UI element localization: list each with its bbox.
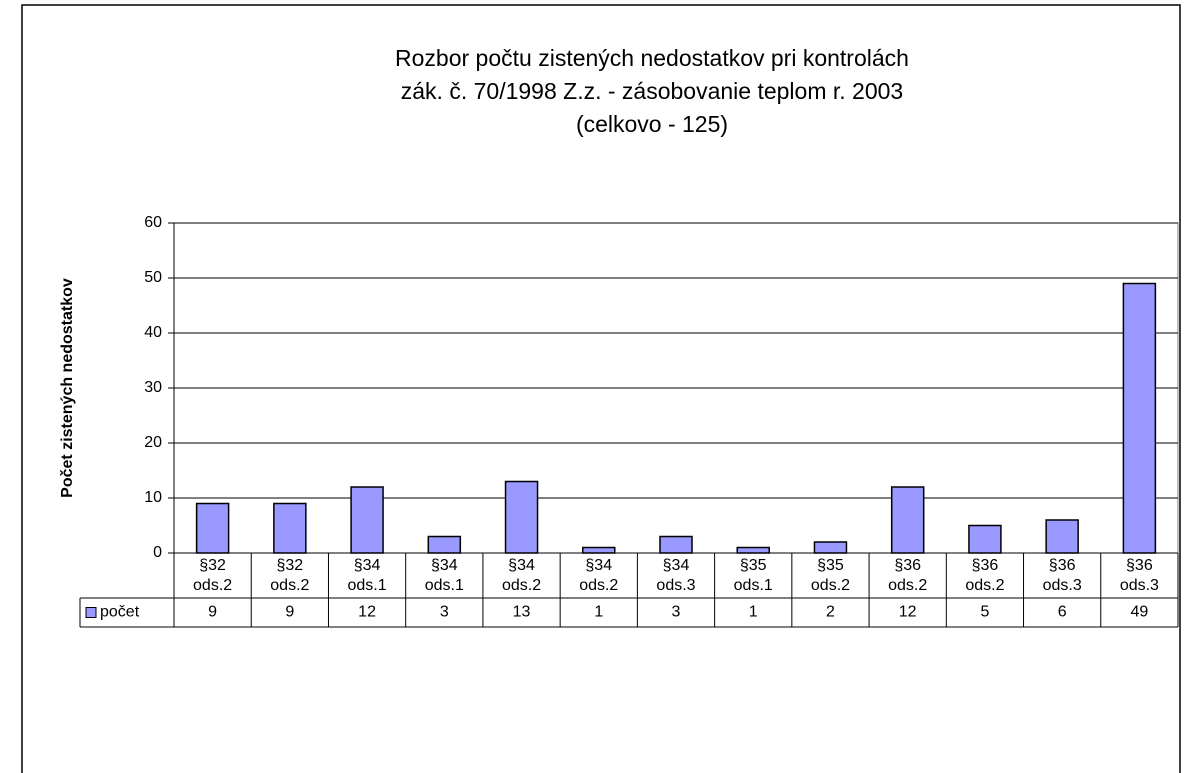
table-value: 3 [440, 604, 449, 621]
bar [582, 546, 616, 554]
bar [659, 535, 693, 554]
table-value: 2 [826, 604, 835, 621]
table-value: 12 [899, 604, 917, 621]
x-tick-label: §32 ods.2 [270, 557, 309, 594]
x-tick-label: §32 ods.2 [193, 557, 232, 594]
table-value: 12 [358, 604, 376, 621]
x-tick-label: §36 ods.3 [1120, 557, 1159, 594]
bar [350, 486, 384, 554]
bar [813, 541, 848, 554]
x-tick-label: §34 ods.2 [502, 557, 541, 594]
chart-title: zák. č. 70/1998 Z.z. - zásobovanie teplo… [401, 78, 903, 104]
table-value: 5 [980, 604, 989, 621]
y-tick-label: 20 [144, 434, 162, 451]
table-value: 13 [513, 604, 531, 621]
table-value: 1 [749, 604, 758, 621]
bar [1045, 519, 1079, 554]
bar [968, 524, 1002, 554]
x-tick-label: §34 ods.3 [656, 557, 695, 594]
x-tick-label: §34 ods.1 [425, 557, 464, 594]
legend-swatch [85, 607, 97, 618]
y-tick-label: 50 [144, 269, 162, 286]
y-tick-label: 60 [144, 214, 162, 231]
x-tick-label: §36 ods.2 [888, 557, 927, 594]
x-tick-label: §35 ods.1 [734, 557, 773, 594]
table-value: 9 [208, 604, 217, 621]
bar [427, 535, 462, 554]
chart-title: Rozbor počtu zistených nedostatkov pri k… [395, 45, 909, 71]
table-value: 6 [1058, 604, 1067, 621]
x-tick-label: §34 ods.2 [579, 557, 618, 594]
bar [504, 480, 539, 554]
table-value: 9 [285, 604, 294, 621]
table-value: 1 [594, 604, 603, 621]
x-tick-label: §36 ods.2 [965, 557, 1004, 594]
bar [195, 502, 230, 554]
x-tick-label: §34 ods.1 [348, 557, 387, 594]
table-value: 3 [672, 604, 681, 621]
chart-title: (celkovo - 125) [576, 111, 728, 137]
bar [1122, 282, 1157, 554]
bar [273, 502, 307, 554]
table-value: 49 [1130, 604, 1148, 621]
legend-label: počet [100, 604, 140, 621]
x-tick-label: §35 ods.2 [811, 557, 850, 594]
y-tick-label: 0 [153, 544, 162, 561]
y-tick-label: 40 [144, 324, 162, 341]
y-tick-label: 10 [144, 489, 162, 506]
y-axis-label: Počet zistených nedostatkov [59, 278, 76, 498]
y-tick-label: 30 [144, 379, 162, 396]
bar [890, 486, 925, 554]
x-tick-label: §36 ods.3 [1043, 557, 1082, 594]
bar [736, 546, 770, 554]
